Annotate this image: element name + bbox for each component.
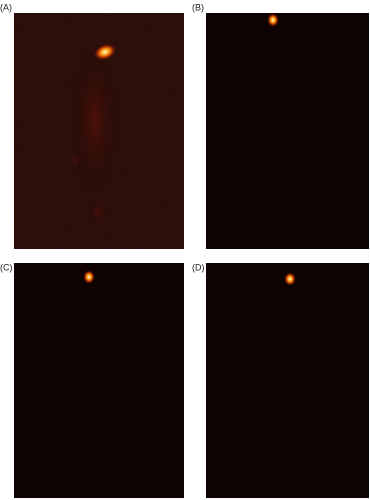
haze: [70, 40, 120, 200]
panel-label: (C): [0, 262, 13, 272]
hotspot: [267, 13, 279, 27]
haze: [88, 200, 108, 224]
haze: [67, 152, 83, 168]
image-panel: [14, 263, 184, 498]
hotspot: [83, 270, 95, 284]
image-panel: [206, 263, 369, 498]
panel-label: (B): [192, 2, 204, 12]
panel-label: (A): [0, 2, 12, 12]
image-panel: [206, 13, 369, 249]
hotspot: [93, 43, 117, 61]
panel-label: (D): [192, 262, 205, 272]
hotspot: [284, 272, 296, 286]
